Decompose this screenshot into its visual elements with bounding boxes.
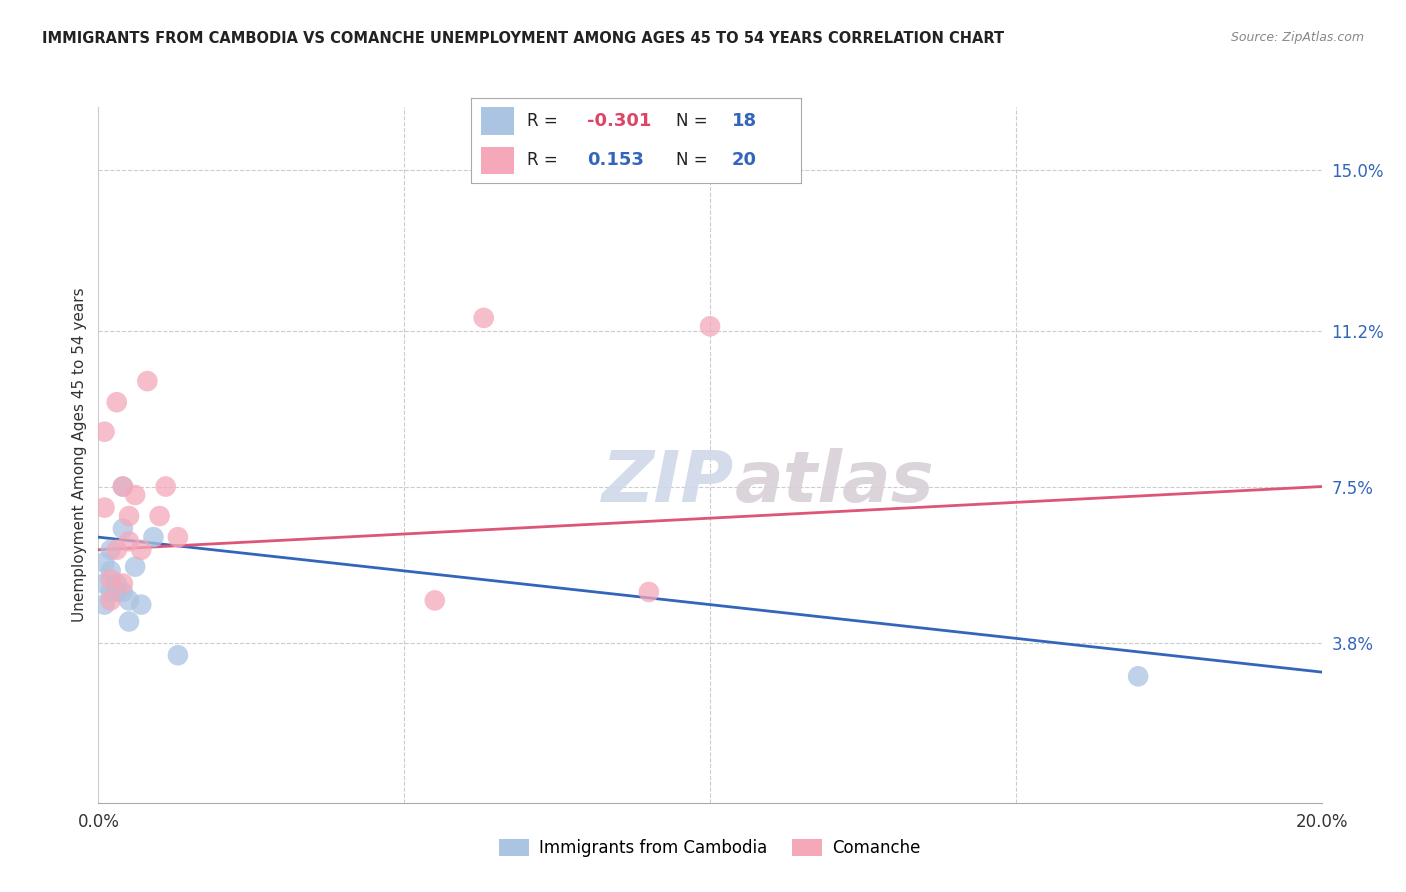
- Legend: Immigrants from Cambodia, Comanche: Immigrants from Cambodia, Comanche: [492, 832, 928, 864]
- Point: [105, 542, 128, 557]
- Point: [100, 572, 122, 586]
- Point: [100, 593, 122, 607]
- Point: [93, 425, 115, 439]
- Point: [136, 374, 159, 388]
- Text: N =: N =: [676, 151, 707, 169]
- Point: [167, 648, 190, 663]
- Point: [111, 585, 134, 599]
- Point: [111, 522, 134, 536]
- Point: [111, 576, 134, 591]
- Point: [149, 509, 172, 524]
- Text: R =: R =: [527, 112, 558, 130]
- Point: [105, 585, 128, 599]
- Text: Source: ZipAtlas.com: Source: ZipAtlas.com: [1230, 31, 1364, 45]
- Point: [93, 576, 115, 591]
- Point: [142, 530, 165, 544]
- Point: [699, 319, 721, 334]
- Text: 18: 18: [733, 112, 758, 130]
- Point: [105, 395, 128, 409]
- Point: [118, 615, 141, 629]
- Point: [1128, 669, 1150, 683]
- Point: [637, 585, 661, 599]
- Text: IMMIGRANTS FROM CAMBODIA VS COMANCHE UNEMPLOYMENT AMONG AGES 45 TO 54 YEARS CORR: IMMIGRANTS FROM CAMBODIA VS COMANCHE UNE…: [42, 31, 1004, 46]
- Bar: [481, 107, 515, 135]
- Text: -0.301: -0.301: [586, 112, 651, 130]
- Bar: [481, 147, 515, 175]
- Point: [100, 564, 122, 578]
- Point: [155, 479, 177, 493]
- Point: [111, 479, 134, 493]
- Text: atlas: atlas: [734, 449, 934, 517]
- Point: [118, 534, 141, 549]
- Text: 20: 20: [733, 151, 756, 169]
- Point: [167, 530, 190, 544]
- Point: [124, 559, 146, 574]
- Text: N =: N =: [676, 112, 707, 130]
- Point: [118, 509, 141, 524]
- Point: [423, 593, 446, 607]
- Point: [111, 479, 134, 493]
- Text: R =: R =: [527, 151, 558, 169]
- Point: [129, 598, 152, 612]
- Point: [124, 488, 146, 502]
- Point: [93, 598, 115, 612]
- Point: [118, 593, 141, 607]
- Point: [93, 556, 115, 570]
- Point: [105, 576, 128, 591]
- Point: [93, 500, 115, 515]
- Point: [100, 585, 122, 599]
- Text: ZIP: ZIP: [602, 449, 734, 517]
- Point: [129, 542, 152, 557]
- Text: 0.153: 0.153: [586, 151, 644, 169]
- Point: [100, 542, 122, 557]
- Point: [472, 310, 495, 325]
- Y-axis label: Unemployment Among Ages 45 to 54 years: Unemployment Among Ages 45 to 54 years: [72, 287, 87, 623]
